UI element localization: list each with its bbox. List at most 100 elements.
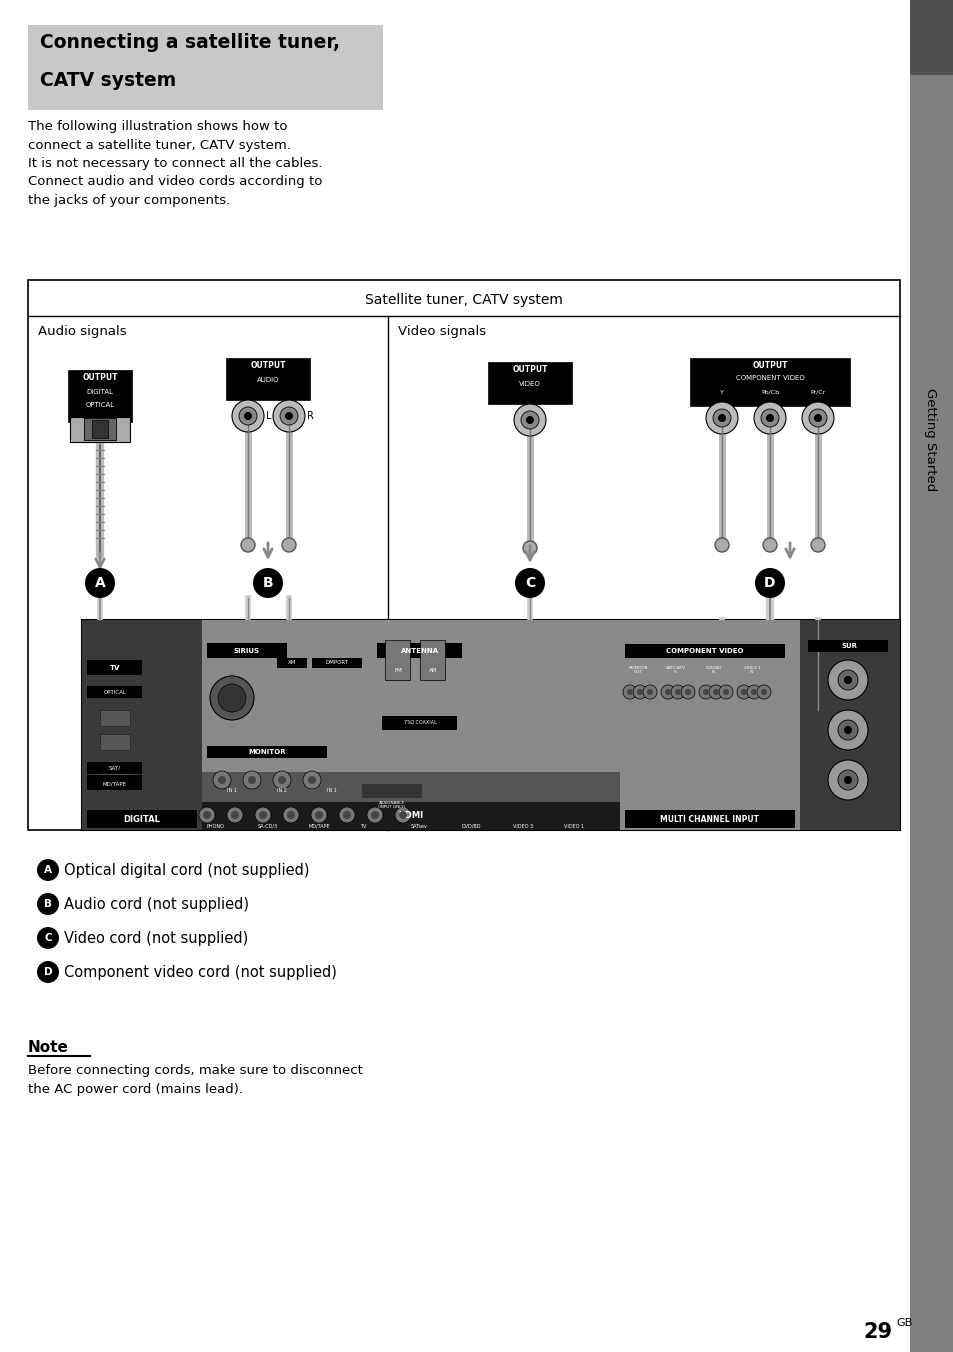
Text: Pb/Cb: Pb/Cb (760, 389, 779, 395)
Circle shape (837, 671, 857, 690)
Text: IN 2: IN 2 (276, 787, 287, 792)
Bar (82, 621, 899, 830)
Circle shape (248, 776, 255, 784)
Text: AUDIO: AUDIO (256, 377, 279, 383)
Text: OUTPUT: OUTPUT (752, 361, 787, 369)
Circle shape (287, 811, 294, 819)
Text: OUTPUT: OUTPUT (512, 365, 547, 373)
Bar (87, 810, 196, 827)
Circle shape (203, 811, 211, 819)
Text: D: D (763, 576, 775, 589)
Text: C: C (524, 576, 535, 589)
Circle shape (244, 412, 252, 420)
Bar (70, 416, 130, 442)
Text: B: B (262, 576, 273, 589)
Bar (87, 685, 142, 698)
Bar (419, 639, 444, 680)
Circle shape (37, 859, 59, 882)
Circle shape (810, 538, 824, 552)
Circle shape (282, 538, 295, 552)
Circle shape (827, 710, 867, 750)
Text: DIGITAL: DIGITAL (87, 389, 113, 395)
Circle shape (338, 807, 355, 823)
Circle shape (626, 690, 633, 695)
Circle shape (37, 894, 59, 915)
Circle shape (285, 412, 293, 420)
Text: OUT: OUT (396, 787, 407, 792)
Bar (91, 420, 108, 438)
Text: CATV system: CATV system (40, 72, 176, 91)
Circle shape (843, 726, 851, 734)
Circle shape (311, 807, 327, 823)
Circle shape (708, 685, 722, 699)
Circle shape (843, 676, 851, 684)
Bar (28, 24, 382, 110)
Text: DMPORT: DMPORT (325, 661, 348, 665)
Circle shape (680, 685, 695, 699)
Bar (202, 802, 619, 830)
Circle shape (702, 690, 708, 695)
Text: DVD/BD
IN: DVD/BD IN (705, 665, 721, 675)
Circle shape (280, 407, 297, 425)
Text: Optical digital cord (not supplied): Optical digital cord (not supplied) (64, 863, 309, 877)
Circle shape (740, 690, 746, 695)
Circle shape (633, 685, 646, 699)
Circle shape (712, 410, 730, 427)
Text: MD/TAPE: MD/TAPE (309, 823, 331, 829)
Text: GB: GB (895, 1318, 911, 1328)
Text: MD/TAPE: MD/TAPE (103, 781, 127, 787)
Circle shape (514, 404, 545, 435)
Circle shape (837, 721, 857, 740)
Text: HDMI: HDMI (398, 811, 423, 821)
Text: COMPONENT VIDEO: COMPONENT VIDEO (665, 648, 743, 654)
Circle shape (754, 568, 784, 598)
Bar (226, 358, 310, 400)
Text: A: A (44, 865, 52, 875)
Text: DIGITAL: DIGITAL (124, 815, 160, 825)
Text: SAT/: SAT/ (109, 765, 121, 771)
Circle shape (712, 690, 719, 695)
Bar (689, 358, 849, 406)
Text: Video signals: Video signals (397, 326, 486, 338)
Bar (807, 639, 887, 652)
Circle shape (515, 568, 544, 598)
Bar (202, 772, 619, 802)
Circle shape (367, 807, 382, 823)
Text: XM: XM (288, 661, 295, 665)
Text: VIDEO 3: VIDEO 3 (513, 823, 533, 829)
Text: Video cord (not supplied): Video cord (not supplied) (64, 930, 248, 945)
Bar (385, 639, 410, 680)
Text: DVD/BD: DVD/BD (461, 823, 481, 829)
Text: TV: TV (110, 665, 120, 671)
Text: OPTICAL: OPTICAL (104, 690, 127, 695)
Circle shape (719, 685, 732, 699)
Circle shape (253, 568, 283, 598)
Circle shape (642, 685, 657, 699)
Circle shape (199, 807, 214, 823)
Text: IN 1: IN 1 (327, 787, 336, 792)
Text: The following illustration shows how to
connect a satellite tuner, CATV system.
: The following illustration shows how to … (28, 120, 322, 207)
Bar (624, 810, 794, 827)
Circle shape (684, 690, 690, 695)
Circle shape (277, 776, 286, 784)
Text: SA-CD/3: SA-CD/3 (257, 823, 278, 829)
Text: PHONO: PHONO (207, 823, 225, 829)
Circle shape (827, 660, 867, 700)
Circle shape (718, 414, 725, 422)
Text: SUR: SUR (841, 644, 857, 649)
Bar (100, 734, 130, 750)
Circle shape (714, 538, 728, 552)
Bar (619, 621, 899, 830)
Circle shape (675, 690, 680, 695)
Circle shape (699, 685, 712, 699)
Text: 75Ω COAXIAL: 75Ω COAXIAL (403, 721, 436, 726)
Circle shape (808, 410, 826, 427)
Text: Satellite tuner, CATV system: Satellite tuner, CATV system (365, 293, 562, 307)
Circle shape (622, 685, 637, 699)
Text: MULTI CHANNEL INPUT: MULTI CHANNEL INPUT (659, 815, 759, 825)
Circle shape (762, 538, 776, 552)
Text: Y: Y (720, 389, 723, 395)
Text: SAT/CATV
In: SAT/CATV In (665, 665, 685, 675)
Bar (207, 746, 327, 758)
Text: MONITOR
OUT: MONITOR OUT (628, 665, 647, 675)
